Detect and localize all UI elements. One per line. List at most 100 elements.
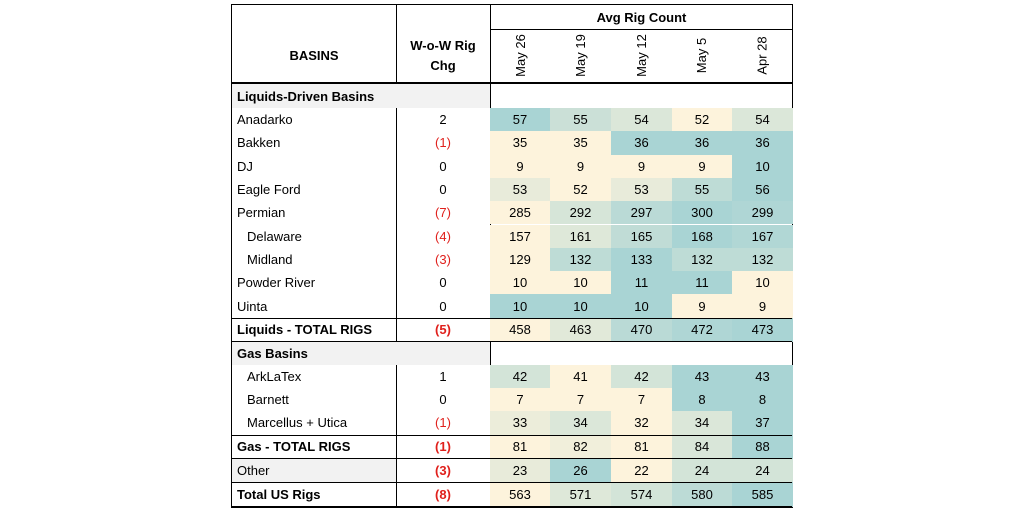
divider bbox=[232, 434, 792, 437]
basin-name: Liquids - TOTAL RIGS bbox=[237, 322, 373, 338]
rig-count-cell: 43 bbox=[672, 364, 732, 388]
divider bbox=[232, 481, 792, 484]
table-row: Barnett 0 7 7 7 8 8 bbox=[232, 388, 793, 412]
rig-count-cell: 23 bbox=[490, 458, 550, 482]
rig-count-cell: 9 bbox=[550, 154, 611, 178]
table-row: DJ 0 9 9 9 9 10 bbox=[232, 154, 793, 178]
week-header-label: May 19 bbox=[572, 34, 588, 77]
rig-count-cell: 10 bbox=[550, 294, 611, 318]
divider bbox=[396, 5, 397, 507]
basin-name: Marcellus + Utica bbox=[247, 415, 348, 431]
rig-count-cell: 161 bbox=[550, 224, 611, 248]
rig-count-cell: 52 bbox=[550, 177, 611, 202]
rig-count-cell: 580 bbox=[672, 481, 732, 507]
wow-change: (1) bbox=[435, 439, 451, 455]
rig-count-cell: 41 bbox=[550, 364, 611, 388]
wow-change: (1) bbox=[435, 135, 451, 151]
basin-name: Gas - TOTAL RIGS bbox=[237, 439, 351, 455]
rig-count-cell: 10 bbox=[611, 294, 672, 318]
wow-change: 0 bbox=[439, 275, 447, 291]
rig-count-cell: 26 bbox=[550, 458, 611, 482]
section-title: Liquids-Driven Basins bbox=[232, 84, 396, 108]
rig-count-cell: 10 bbox=[732, 154, 793, 178]
rig-count-cell: 36 bbox=[732, 131, 793, 155]
divider bbox=[232, 317, 792, 320]
rig-count-cell: 585 bbox=[732, 481, 793, 507]
rig-count-cell: 35 bbox=[490, 131, 550, 155]
rig-count-cell: 11 bbox=[611, 271, 672, 295]
rig-count-cell: 292 bbox=[550, 201, 611, 225]
table-row: Anadarko 2 57 55 54 52 54 bbox=[232, 108, 793, 132]
divider bbox=[232, 505, 792, 508]
wow-change: 2 bbox=[439, 112, 447, 128]
rig-count-cell: 10 bbox=[490, 294, 550, 318]
table-row: Delaware (4) 157 161 165 168 167 bbox=[232, 224, 793, 248]
rig-count-cell: 11 bbox=[672, 271, 732, 295]
rig-count-cell: 297 bbox=[611, 201, 672, 225]
basin-name: Eagle Ford bbox=[237, 182, 301, 198]
rig-count-cell: 53 bbox=[611, 177, 672, 202]
rig-count-cell: 34 bbox=[672, 411, 732, 435]
table-row: Other (3) 23 26 22 24 24 bbox=[232, 458, 793, 482]
basin-name: Total US Rigs bbox=[237, 486, 321, 502]
rig-count-cell: 9 bbox=[490, 154, 550, 178]
rig-count-cell: 10 bbox=[550, 271, 611, 295]
rig-count-table: Avg Rig Count BASINS W-o-W Rig Chg May 2… bbox=[231, 4, 793, 508]
wow-change: (4) bbox=[435, 228, 451, 244]
rig-count-cell: 132 bbox=[672, 247, 732, 272]
basin-name: Bakken bbox=[237, 135, 281, 151]
week-header: May 5 bbox=[672, 29, 732, 82]
rig-count-cell: 52 bbox=[672, 108, 732, 132]
table-row: Bakken (1) 35 35 36 36 36 bbox=[232, 131, 793, 155]
rig-count-cell: 9 bbox=[732, 294, 793, 318]
divider bbox=[232, 457, 792, 460]
basin-name: Permian bbox=[237, 205, 286, 221]
wow-change: (8) bbox=[435, 486, 451, 502]
rig-count-cell: 157 bbox=[490, 224, 550, 248]
section-header-row: Liquids-Driven Basins bbox=[232, 84, 792, 108]
rig-count-cell: 571 bbox=[550, 481, 611, 507]
section-header-row: Gas Basins bbox=[232, 341, 792, 365]
rig-count-cell: 129 bbox=[490, 247, 550, 272]
total-row: Liquids - TOTAL RIGS (5) 458 463 470 472 473 bbox=[232, 317, 793, 342]
basins-header: BASINS bbox=[289, 48, 339, 63]
rig-count-cell: 42 bbox=[490, 364, 550, 388]
rig-count-cell: 32 bbox=[611, 411, 672, 435]
section-title: Gas Basins bbox=[232, 341, 396, 365]
week-header-label: May 5 bbox=[694, 37, 710, 74]
group-header: Avg Rig Count bbox=[596, 9, 687, 25]
rig-count-cell: 84 bbox=[672, 434, 732, 459]
wow-change: 1 bbox=[439, 368, 447, 384]
table-row: Marcellus + Utica (1) 33 34 32 34 37 bbox=[232, 411, 793, 435]
basin-name: DJ bbox=[237, 158, 253, 174]
section-fill bbox=[396, 84, 490, 108]
rig-count-cell: 563 bbox=[490, 481, 550, 507]
rig-count-cell: 57 bbox=[490, 108, 550, 132]
table-row: ArkLaTex 1 42 41 42 43 43 bbox=[232, 364, 793, 388]
basin-name: Midland bbox=[247, 251, 293, 267]
table-row: Eagle Ford 0 53 52 53 55 56 bbox=[232, 177, 793, 202]
rig-count-cell: 472 bbox=[672, 317, 732, 342]
rig-count-cell: 55 bbox=[672, 177, 732, 202]
rig-count-cell: 8 bbox=[672, 388, 732, 412]
week-header: May 26 bbox=[490, 29, 550, 82]
week-header: Apr 28 bbox=[732, 29, 793, 82]
table-row: Permian (7) 285 292 297 300 299 bbox=[232, 201, 793, 225]
rig-count-cell: 463 bbox=[550, 317, 611, 342]
total-row: Total US Rigs (8) 563 571 574 580 585 bbox=[232, 481, 793, 507]
basin-name: Barnett bbox=[247, 392, 289, 408]
rig-count-cell: 35 bbox=[550, 131, 611, 155]
wow-change: 0 bbox=[439, 158, 447, 174]
rig-count-cell: 300 bbox=[672, 201, 732, 225]
rig-count-cell: 7 bbox=[490, 388, 550, 412]
wow-change: (5) bbox=[435, 322, 451, 338]
rig-count-cell: 36 bbox=[672, 131, 732, 155]
rig-count-cell: 42 bbox=[611, 364, 672, 388]
rig-count-cell: 54 bbox=[611, 108, 672, 132]
rig-count-cell: 10 bbox=[490, 271, 550, 295]
divider bbox=[232, 82, 792, 84]
week-header: May 19 bbox=[550, 29, 611, 82]
basin-name: Other bbox=[232, 458, 396, 482]
rig-count-cell: 36 bbox=[611, 131, 672, 155]
section-fill bbox=[396, 341, 490, 365]
